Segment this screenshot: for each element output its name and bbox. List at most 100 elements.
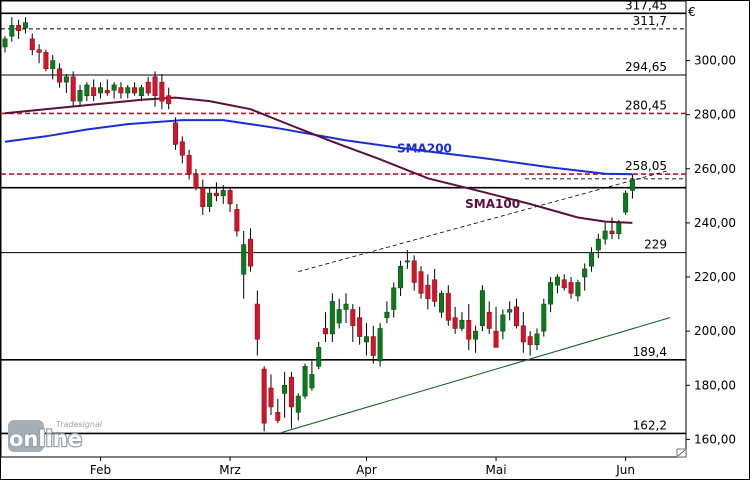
candle-85 bbox=[582, 263, 588, 291]
candle-87 bbox=[595, 233, 601, 259]
candle-body bbox=[186, 154, 192, 175]
candle-body bbox=[77, 90, 83, 102]
candle-body bbox=[616, 222, 622, 235]
candle-49 bbox=[336, 298, 342, 329]
candle-body bbox=[70, 76, 76, 102]
trendline-0 bbox=[281, 317, 671, 434]
candle-48 bbox=[329, 293, 335, 342]
x-tick-label-1: Mrz bbox=[219, 463, 241, 477]
candle-body bbox=[363, 336, 369, 343]
resize-grip-icon[interactable] bbox=[676, 448, 687, 458]
candle-33 bbox=[227, 187, 233, 213]
y-tick-label-0: 160,00 bbox=[694, 432, 736, 446]
candle-body bbox=[582, 268, 588, 278]
moving-averages: SMA200 SMA100 bbox=[4, 96, 633, 224]
candle-59 bbox=[404, 249, 410, 269]
candle-body bbox=[173, 122, 179, 145]
candle-body bbox=[254, 303, 260, 340]
candle-body bbox=[2, 38, 8, 48]
candle-53 bbox=[363, 323, 369, 356]
candle-body bbox=[432, 279, 438, 302]
x-tick-label-0: Feb bbox=[90, 463, 111, 477]
candle-0 bbox=[2, 36, 8, 53]
candle-45 bbox=[309, 360, 315, 391]
candle-54 bbox=[370, 325, 376, 364]
candle-body bbox=[561, 279, 567, 289]
candle-63 bbox=[432, 268, 438, 307]
candle-body bbox=[220, 190, 226, 197]
candle-body bbox=[595, 238, 601, 251]
level-label-0: 317,45 bbox=[625, 0, 667, 12]
sma-label-0: SMA200 bbox=[397, 142, 452, 156]
candle-60 bbox=[411, 255, 417, 291]
candle-40 bbox=[275, 398, 281, 424]
candle-body bbox=[241, 244, 247, 275]
candle-body bbox=[398, 265, 404, 289]
candle-29 bbox=[200, 179, 206, 215]
price-axis: €160,00 180,00 200,00 220,00 240,00 260,00 280… bbox=[686, 5, 736, 446]
candle-77 bbox=[527, 331, 533, 356]
candle-61 bbox=[418, 266, 424, 299]
candle-body bbox=[50, 60, 56, 69]
candle-body bbox=[295, 395, 301, 413]
level-labels: 317,45 311,7 294,65 280,45 258,05 229 189,4 162… bbox=[625, 0, 667, 432]
candle-72 bbox=[493, 306, 499, 348]
candle-91 bbox=[623, 190, 629, 215]
grip-line bbox=[677, 449, 686, 457]
candle-52 bbox=[357, 306, 363, 345]
x-tick-label-3: Mai bbox=[486, 463, 507, 477]
candle-25 bbox=[173, 117, 179, 150]
y-tick-label-6: 280,00 bbox=[694, 108, 736, 122]
candle-35 bbox=[241, 231, 247, 299]
candle-body bbox=[602, 230, 608, 240]
candle-body bbox=[527, 336, 533, 345]
candle-body bbox=[145, 81, 151, 94]
level-label-1: 311,7 bbox=[633, 14, 667, 28]
candle-11 bbox=[77, 84, 83, 107]
candle-17 bbox=[118, 82, 124, 99]
candle-64 bbox=[438, 290, 444, 318]
candle-12 bbox=[84, 82, 90, 102]
level-label-5: 258,05 bbox=[625, 159, 667, 173]
currency-label: € bbox=[688, 5, 696, 19]
candle-body bbox=[629, 179, 635, 191]
candle-80 bbox=[548, 277, 554, 313]
candle-body bbox=[384, 311, 390, 318]
candle-body bbox=[391, 287, 397, 310]
candle-body bbox=[234, 209, 240, 232]
candle-body bbox=[316, 347, 322, 367]
candle-body bbox=[63, 76, 69, 83]
candle-body bbox=[261, 368, 267, 424]
level-label-10: 162,2 bbox=[633, 418, 667, 432]
candle-2 bbox=[16, 19, 22, 39]
candle-51 bbox=[350, 304, 356, 342]
candle-body bbox=[425, 284, 431, 299]
sma-label-1: SMA100 bbox=[465, 197, 520, 211]
y-tick-label-3: 220,00 bbox=[694, 270, 736, 284]
candle-4 bbox=[29, 33, 35, 56]
candle-74 bbox=[507, 301, 513, 321]
candle-body bbox=[207, 192, 213, 207]
candle-body bbox=[370, 336, 376, 356]
candle-46 bbox=[316, 341, 322, 370]
candle-body bbox=[43, 52, 49, 69]
candle-body bbox=[445, 292, 451, 321]
candle-58 bbox=[398, 260, 404, 296]
candle-body bbox=[97, 87, 103, 94]
candle-body bbox=[309, 374, 315, 389]
logo-badge bbox=[8, 420, 44, 452]
candle-body bbox=[329, 301, 335, 335]
candle-body bbox=[268, 387, 274, 408]
candle-16 bbox=[111, 82, 117, 99]
y-tick-label-7: 300,00 bbox=[694, 54, 736, 68]
candle-body bbox=[507, 309, 513, 313]
candle-37 bbox=[254, 290, 260, 356]
candle-42 bbox=[288, 371, 294, 429]
candle-body bbox=[138, 87, 144, 97]
candle-body bbox=[575, 282, 581, 297]
candle-body bbox=[548, 282, 554, 305]
candle-47 bbox=[323, 312, 329, 342]
level-label-9: 189,4 bbox=[633, 345, 667, 359]
